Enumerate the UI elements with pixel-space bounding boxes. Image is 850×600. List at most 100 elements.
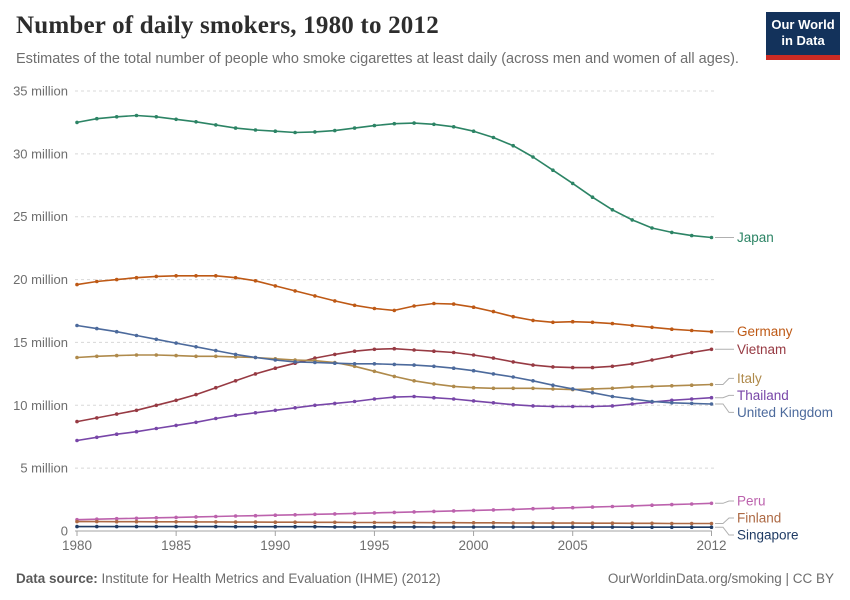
- series-point-germany-1996[interactable]: [392, 308, 397, 313]
- series-line-germany[interactable]: [76, 274, 713, 333]
- series-point-thailand-1984[interactable]: [154, 426, 159, 431]
- series-point-peru-1982[interactable]: [114, 516, 119, 521]
- series-point-finland-1990[interactable]: [273, 520, 278, 524]
- series-point-vietnam-1996[interactable]: [392, 346, 397, 351]
- series-point-peru-2007[interactable]: [610, 504, 615, 509]
- series-point-italy-1998[interactable]: [432, 382, 436, 386]
- series-point-germany-2006[interactable]: [590, 320, 595, 325]
- series-point-united-kingdom-1988[interactable]: [233, 352, 238, 357]
- series-point-thailand-1990[interactable]: [273, 408, 278, 413]
- series-point-finland-1993[interactable]: [333, 520, 337, 525]
- series-point-germany-2003[interactable]: [531, 318, 535, 323]
- series-point-vietnam-1998[interactable]: [432, 349, 436, 354]
- series-point-vietnam-1993[interactable]: [333, 352, 337, 357]
- series-point-singapore-2000[interactable]: [471, 525, 476, 529]
- series-point-finland-2007[interactable]: [610, 521, 615, 525]
- series-point-vietnam-1995[interactable]: [372, 347, 377, 352]
- series-point-vietnam-2006[interactable]: [590, 365, 595, 370]
- series-point-vietnam-2001[interactable]: [491, 356, 496, 360]
- series-point-united-kingdom-1993[interactable]: [333, 361, 337, 366]
- series-point-japan-1983[interactable]: [134, 113, 139, 118]
- series-point-thailand-1980[interactable]: [75, 438, 79, 443]
- series-label-peru[interactable]: Peru: [737, 494, 766, 509]
- series-point-vietnam-2008[interactable]: [630, 362, 634, 366]
- series-point-thailand-2003[interactable]: [531, 404, 535, 408]
- series-point-thailand-1999[interactable]: [451, 397, 456, 401]
- series-point-finland-2008[interactable]: [630, 521, 634, 526]
- series-point-singapore-2003[interactable]: [531, 525, 535, 529]
- series-point-united-kingdom-2004[interactable]: [551, 383, 555, 388]
- series-point-peru-1989[interactable]: [253, 513, 258, 518]
- series-point-peru-1994[interactable]: [352, 511, 357, 516]
- series-point-peru-2004[interactable]: [551, 506, 555, 511]
- series-point-singapore-1980[interactable]: [75, 524, 79, 529]
- series-point-germany-1985[interactable]: [174, 274, 178, 278]
- series-point-italy-2010[interactable]: [670, 384, 674, 388]
- series-point-japan-1986[interactable]: [194, 120, 198, 124]
- series-point-peru-1993[interactable]: [333, 512, 337, 516]
- series-point-singapore-2004[interactable]: [551, 525, 555, 529]
- series-point-italy-1985[interactable]: [174, 353, 178, 358]
- series-point-finland-1996[interactable]: [392, 520, 397, 525]
- series-label-singapore[interactable]: Singapore: [737, 528, 799, 543]
- series-point-peru-2010[interactable]: [670, 502, 674, 507]
- series-point-vietnam-1999[interactable]: [451, 350, 456, 355]
- series-point-united-kingdom-1997[interactable]: [412, 363, 416, 367]
- series-point-thailand-1998[interactable]: [432, 395, 436, 400]
- series-point-finland-2001[interactable]: [491, 521, 496, 525]
- series-point-finland-2004[interactable]: [551, 521, 555, 525]
- series-point-peru-2011[interactable]: [689, 502, 694, 506]
- series-point-japan-1995[interactable]: [372, 123, 377, 128]
- series-point-singapore-2012[interactable]: [709, 525, 714, 529]
- series-point-germany-2007[interactable]: [610, 321, 615, 326]
- series-point-vietnam-1990[interactable]: [273, 366, 278, 371]
- series-point-japan-1999[interactable]: [451, 125, 456, 129]
- series-point-finland-1985[interactable]: [174, 520, 178, 524]
- series-point-peru-2005[interactable]: [570, 505, 575, 510]
- series-point-germany-1983[interactable]: [134, 275, 139, 280]
- series-point-japan-2012[interactable]: [709, 235, 714, 240]
- series-point-germany-1998[interactable]: [432, 301, 436, 306]
- series-point-singapore-2009[interactable]: [650, 525, 654, 529]
- series-line-thailand[interactable]: [76, 395, 713, 442]
- series-point-japan-2005[interactable]: [570, 181, 575, 186]
- series-point-peru-2003[interactable]: [531, 506, 535, 511]
- series-point-finland-2009[interactable]: [650, 521, 654, 526]
- series-point-singapore-1984[interactable]: [154, 524, 159, 529]
- series-point-germany-2008[interactable]: [630, 323, 634, 328]
- series-point-vietnam-2000[interactable]: [471, 353, 476, 357]
- series-point-italy-1982[interactable]: [114, 353, 119, 358]
- series-point-germany-1981[interactable]: [95, 279, 99, 284]
- series-point-thailand-1989[interactable]: [253, 411, 258, 415]
- series-point-peru-1984[interactable]: [154, 516, 159, 520]
- series-point-singapore-1999[interactable]: [451, 525, 456, 529]
- series-point-singapore-1987[interactable]: [214, 524, 218, 529]
- series-point-vietnam-2010[interactable]: [670, 354, 674, 359]
- series-point-united-kingdom-1992[interactable]: [313, 360, 317, 365]
- series-point-thailand-2010[interactable]: [670, 398, 674, 403]
- series-point-united-kingdom-1991[interactable]: [293, 360, 297, 364]
- series-point-united-kingdom-2001[interactable]: [491, 372, 496, 376]
- series-point-germany-1988[interactable]: [233, 275, 238, 280]
- series-point-singapore-1993[interactable]: [333, 525, 337, 529]
- series-point-italy-2006[interactable]: [590, 387, 595, 391]
- series-label-italy[interactable]: Italy: [737, 371, 762, 386]
- series-point-japan-1998[interactable]: [432, 122, 436, 127]
- series-point-thailand-1981[interactable]: [95, 435, 99, 440]
- series-point-singapore-1983[interactable]: [134, 524, 139, 529]
- series-point-thailand-1985[interactable]: [174, 423, 178, 428]
- series-point-japan-1992[interactable]: [313, 130, 317, 134]
- series-point-finland-1984[interactable]: [154, 520, 159, 524]
- series-point-finland-1999[interactable]: [451, 520, 456, 525]
- series-point-vietnam-2009[interactable]: [650, 358, 654, 362]
- series-point-italy-1997[interactable]: [412, 379, 416, 383]
- series-point-united-kingdom-2012[interactable]: [709, 402, 714, 406]
- series-point-united-kingdom-1986[interactable]: [194, 345, 198, 349]
- series-point-finland-2003[interactable]: [531, 521, 535, 525]
- series-point-italy-1983[interactable]: [134, 353, 139, 357]
- series-point-finland-1992[interactable]: [313, 520, 317, 525]
- series-point-italy-2003[interactable]: [531, 386, 535, 391]
- series-point-singapore-1989[interactable]: [253, 524, 258, 529]
- series-point-vietnam-1994[interactable]: [352, 349, 357, 354]
- series-point-united-kingdom-2007[interactable]: [610, 394, 615, 399]
